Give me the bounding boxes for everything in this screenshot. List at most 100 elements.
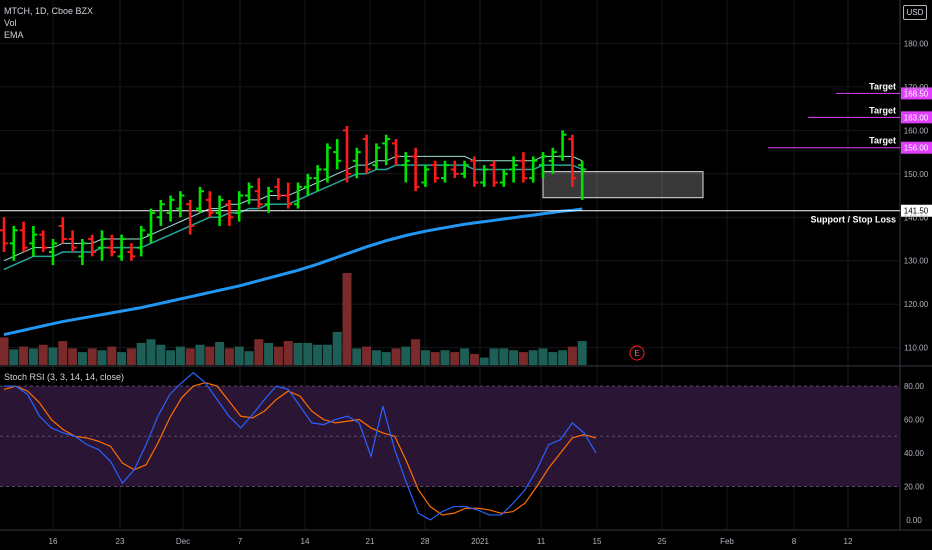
volume-bar	[558, 350, 568, 365]
time-tick-label: 11	[537, 537, 546, 546]
ema-indicator-label[interactable]: EMA	[4, 30, 24, 40]
volume-bar	[430, 352, 440, 365]
target-label: Target	[869, 81, 896, 91]
volume-bar	[303, 342, 313, 365]
time-tick-label: 21	[366, 537, 375, 546]
volume-bar	[234, 346, 244, 365]
volume-bar	[156, 344, 166, 365]
volume-bar	[332, 331, 342, 365]
volume-bar	[19, 346, 29, 365]
volume-bar	[28, 348, 38, 365]
target-zone-box	[542, 171, 704, 199]
volume-indicator-label[interactable]: Vol	[4, 18, 17, 28]
currency-badge[interactable]: USD	[903, 5, 927, 20]
support-price-tag	[901, 204, 932, 217]
volume-bar	[342, 273, 352, 365]
stoch-rsi-tick-label: 60.00	[904, 416, 925, 425]
target-price-text: 156.00	[904, 144, 929, 153]
volume-bar	[166, 350, 176, 365]
volume-bar	[577, 341, 587, 365]
volume-bar	[107, 346, 117, 365]
volume-bar	[489, 348, 499, 365]
volume-bar	[352, 348, 362, 365]
volume-bar	[68, 348, 78, 365]
volume-bar	[38, 344, 48, 365]
time-tick-label: 8	[792, 537, 797, 546]
price-tick-label: 110.00	[904, 344, 928, 353]
price-tick-label: 140.00	[904, 213, 929, 222]
target-price-tag	[901, 111, 932, 124]
ema-long-line	[3, 207, 583, 337]
time-tick-label: 12	[844, 537, 853, 546]
time-tick-label: 16	[49, 537, 58, 546]
volume-bar	[126, 348, 136, 365]
volume-bar	[146, 339, 156, 365]
volume-bar	[215, 342, 225, 365]
volume-bar	[9, 349, 19, 365]
target-label: Target	[869, 136, 896, 146]
stoch-rsi-k-line	[4, 371, 597, 521]
volume-bar	[283, 341, 293, 365]
time-tick-label: Dec	[176, 537, 190, 546]
price-tick-label: 180.00	[904, 39, 929, 48]
volume-bar	[420, 350, 430, 365]
price-tick-label: 150.00	[904, 170, 929, 179]
volume-bar	[117, 352, 127, 365]
volume-bar	[0, 337, 9, 365]
volume-bar	[136, 342, 146, 365]
ema-fast-line	[3, 155, 583, 262]
stoch-rsi-lines	[3, 371, 597, 521]
earnings-marker-text: E	[634, 349, 639, 358]
volume-bar	[293, 342, 303, 365]
time-tick-label: 25	[658, 537, 667, 546]
volume-bars	[0, 273, 587, 365]
stoch-rsi-tick-label: 80.00	[904, 382, 925, 391]
target-price-text: 163.00	[904, 113, 929, 122]
volume-bar	[548, 352, 558, 365]
volume-bar	[195, 344, 205, 365]
volume-bar	[322, 344, 332, 365]
volume-bar	[411, 339, 421, 365]
volume-bar	[401, 346, 411, 365]
volume-bar	[48, 347, 58, 365]
volume-bar	[460, 348, 470, 365]
annotations: Support / Stop Loss 141.50 Target 168.50 Tar…	[0, 81, 932, 361]
time-tick-label: 2021	[471, 537, 489, 546]
price-tick-label: 130.00	[904, 257, 929, 266]
volume-bar	[254, 339, 264, 365]
time-tick-label: 14	[301, 537, 310, 546]
time-tick-label: Feb	[720, 537, 734, 546]
volume-bar	[97, 350, 107, 365]
volume-bar	[87, 348, 97, 365]
support-label: Support / Stop Loss	[811, 215, 897, 225]
volume-bar	[440, 350, 450, 365]
volume-bar	[205, 346, 215, 365]
price-tick-label: 120.00	[904, 300, 929, 309]
stoch-rsi-tick-label: 40.00	[904, 449, 925, 458]
volume-bar	[77, 352, 87, 365]
axes: 110.00120.00130.00140.00150.00160.00170.…	[49, 39, 929, 546]
volume-bar	[362, 346, 372, 365]
time-tick-label: 7	[238, 537, 243, 546]
target-price-text: 168.50	[904, 89, 929, 98]
target-price-tag	[901, 87, 932, 100]
stoch-rsi-title[interactable]: Stoch RSI (3, 3, 14, 14, close)	[4, 372, 125, 382]
volume-bar	[391, 348, 401, 365]
stoch-rsi-d-line	[3, 382, 597, 516]
volume-bar	[185, 348, 195, 365]
volume-bar	[469, 353, 479, 365]
volume-bar	[381, 352, 391, 365]
volume-bar	[499, 348, 509, 365]
target-price-tag	[901, 141, 932, 154]
volume-bar	[371, 350, 381, 365]
stoch-rsi-tick-label: 20.00	[904, 482, 925, 491]
symbol-header[interactable]: MTCH, 1D, Cboe BZX	[4, 6, 94, 16]
time-tick-label: 23	[116, 537, 125, 546]
volume-bar	[538, 348, 548, 365]
earnings-marker	[629, 345, 645, 361]
price-tick-label: 170.00	[904, 83, 929, 92]
volume-bar	[273, 346, 283, 365]
target-label: Target	[869, 105, 896, 115]
price-bars	[0, 126, 587, 266]
